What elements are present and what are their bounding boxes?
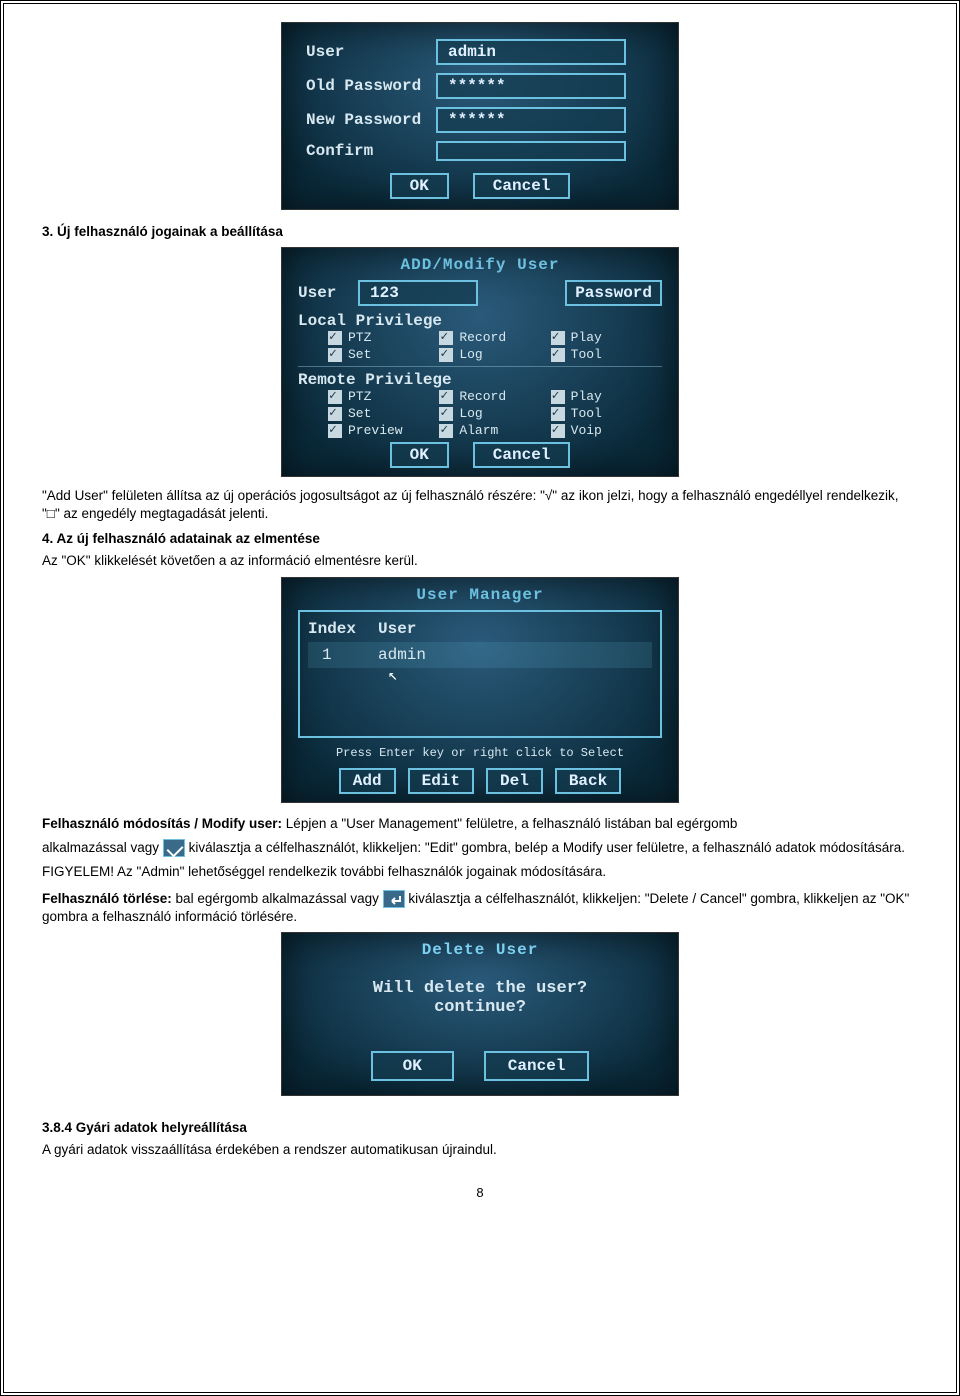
- add-button[interactable]: Add: [339, 768, 396, 794]
- section3-heading: 3. Új felhasználó jogainak a beállítása: [42, 224, 918, 239]
- checkbox-icon: [439, 348, 453, 362]
- priv-tool[interactable]: Tool: [551, 347, 662, 362]
- confirm-line2: continue?: [298, 998, 662, 1017]
- checkbox-icon: [328, 390, 342, 404]
- ok-button[interactable]: OK: [371, 1051, 454, 1081]
- checkbox-icon: [551, 407, 565, 421]
- priv-ptz[interactable]: PTZ: [328, 330, 439, 345]
- priv-play[interactable]: Play: [551, 330, 662, 345]
- section4-body: Az "OK" klikkelését követően a az inform…: [42, 552, 918, 570]
- rpriv-tool[interactable]: Tool: [551, 406, 662, 421]
- cancel-button[interactable]: Cancel: [473, 442, 571, 468]
- screenshot-add-modify-user: ADD/Modify User User 123 Password Local …: [281, 247, 679, 477]
- confirm-value: [436, 141, 626, 161]
- modify-user-lead-bold: Felhasználó módosítás / Modify user:: [42, 816, 282, 831]
- rpriv-alarm[interactable]: Alarm: [439, 423, 550, 438]
- local-privilege-label: Local Privilege: [298, 312, 662, 330]
- checkbox-icon: [439, 390, 453, 404]
- modify-user-warn: FIGYELEM! Az "Admin" lehetőséggel rendel…: [42, 863, 918, 881]
- section384-heading: 3.8.4 Gyári adatok helyreállítása: [42, 1120, 918, 1135]
- row-index: 1: [308, 646, 378, 664]
- rpriv-ptz[interactable]: PTZ: [328, 389, 439, 404]
- checkbox-icon: [551, 424, 565, 438]
- password-button[interactable]: Password: [565, 280, 662, 306]
- user-value: 123: [358, 280, 478, 306]
- rpriv-set[interactable]: Set: [328, 406, 439, 421]
- newpw-value: ******: [436, 107, 626, 133]
- user-label: User: [298, 284, 348, 302]
- section4-heading: 4. Az új felhasználó adatainak az elment…: [42, 531, 918, 546]
- section384-body: A gyári adatok visszaállítása érdekében …: [42, 1141, 918, 1159]
- checkbox-icon: [551, 390, 565, 404]
- rpriv-record[interactable]: Record: [439, 389, 550, 404]
- checkbox-icon: [328, 424, 342, 438]
- cancel-button[interactable]: Cancel: [473, 173, 571, 199]
- cancel-button[interactable]: Cancel: [484, 1051, 590, 1081]
- back-button[interactable]: Back: [555, 768, 621, 794]
- edit-button[interactable]: Edit: [408, 768, 474, 794]
- delete-user-lead-bold: Felhasználó törlése:: [42, 891, 172, 906]
- checkbox-icon: [551, 348, 565, 362]
- checkbox-icon: [439, 407, 453, 421]
- priv-set[interactable]: Set: [328, 347, 439, 362]
- modify-user-text2: alkalmazással vagy kiválasztja a célfelh…: [42, 839, 918, 857]
- user-value: admin: [436, 39, 626, 65]
- screenshot-password-change: User admin Old Password ****** New Passw…: [281, 22, 679, 210]
- checkbox-icon: [328, 407, 342, 421]
- hint-text: Press Enter key or right click to Select: [298, 746, 662, 760]
- modify-user-text: Felhasználó módosítás / Modify user: Lép…: [42, 815, 918, 833]
- checkbox-icon: [439, 331, 453, 345]
- page-number: 8: [42, 1185, 918, 1200]
- col-user: User: [378, 620, 416, 638]
- screenshot-delete-user: Delete User Will delete the user? contin…: [281, 932, 679, 1096]
- row-user: admin: [378, 646, 426, 664]
- confirm-line1: Will delete the user?: [298, 979, 662, 998]
- oldpw-label: Old Password: [306, 77, 436, 95]
- select-icon: [163, 839, 185, 857]
- del-button[interactable]: Del: [486, 768, 543, 794]
- user-label: User: [306, 43, 436, 61]
- checkbox-icon: [328, 331, 342, 345]
- delete-user-text: Felhasználó törlése: bal egérgomb alkalm…: [42, 890, 918, 927]
- table-row[interactable]: 1 admin: [308, 642, 652, 668]
- rpriv-voip[interactable]: Voip: [551, 423, 662, 438]
- rpriv-preview[interactable]: Preview: [328, 423, 439, 438]
- dialog-title: Delete User: [298, 939, 662, 961]
- checkbox-icon: [551, 331, 565, 345]
- confirm-label: Confirm: [306, 142, 436, 160]
- priv-record[interactable]: Record: [439, 330, 550, 345]
- cursor-icon: ↖: [308, 668, 652, 684]
- ok-button[interactable]: OK: [390, 173, 449, 199]
- section3-body: "Add User" felületen állítsa az új operá…: [42, 487, 918, 523]
- rpriv-log[interactable]: Log: [439, 406, 550, 421]
- newpw-label: New Password: [306, 111, 436, 129]
- priv-log[interactable]: Log: [439, 347, 550, 362]
- dialog-title: ADD/Modify User: [298, 254, 662, 276]
- col-index: Index: [308, 620, 378, 638]
- ok-button[interactable]: OK: [390, 442, 449, 468]
- screenshot-user-manager: User Manager Index User 1 admin ↖ Press …: [281, 577, 679, 803]
- oldpw-value: ******: [436, 73, 626, 99]
- rpriv-play[interactable]: Play: [551, 389, 662, 404]
- return-icon: [383, 890, 405, 908]
- checkbox-icon: [439, 424, 453, 438]
- checkbox-icon: [328, 348, 342, 362]
- remote-privilege-label: Remote Privilege: [298, 371, 662, 389]
- dialog-title: User Manager: [298, 584, 662, 606]
